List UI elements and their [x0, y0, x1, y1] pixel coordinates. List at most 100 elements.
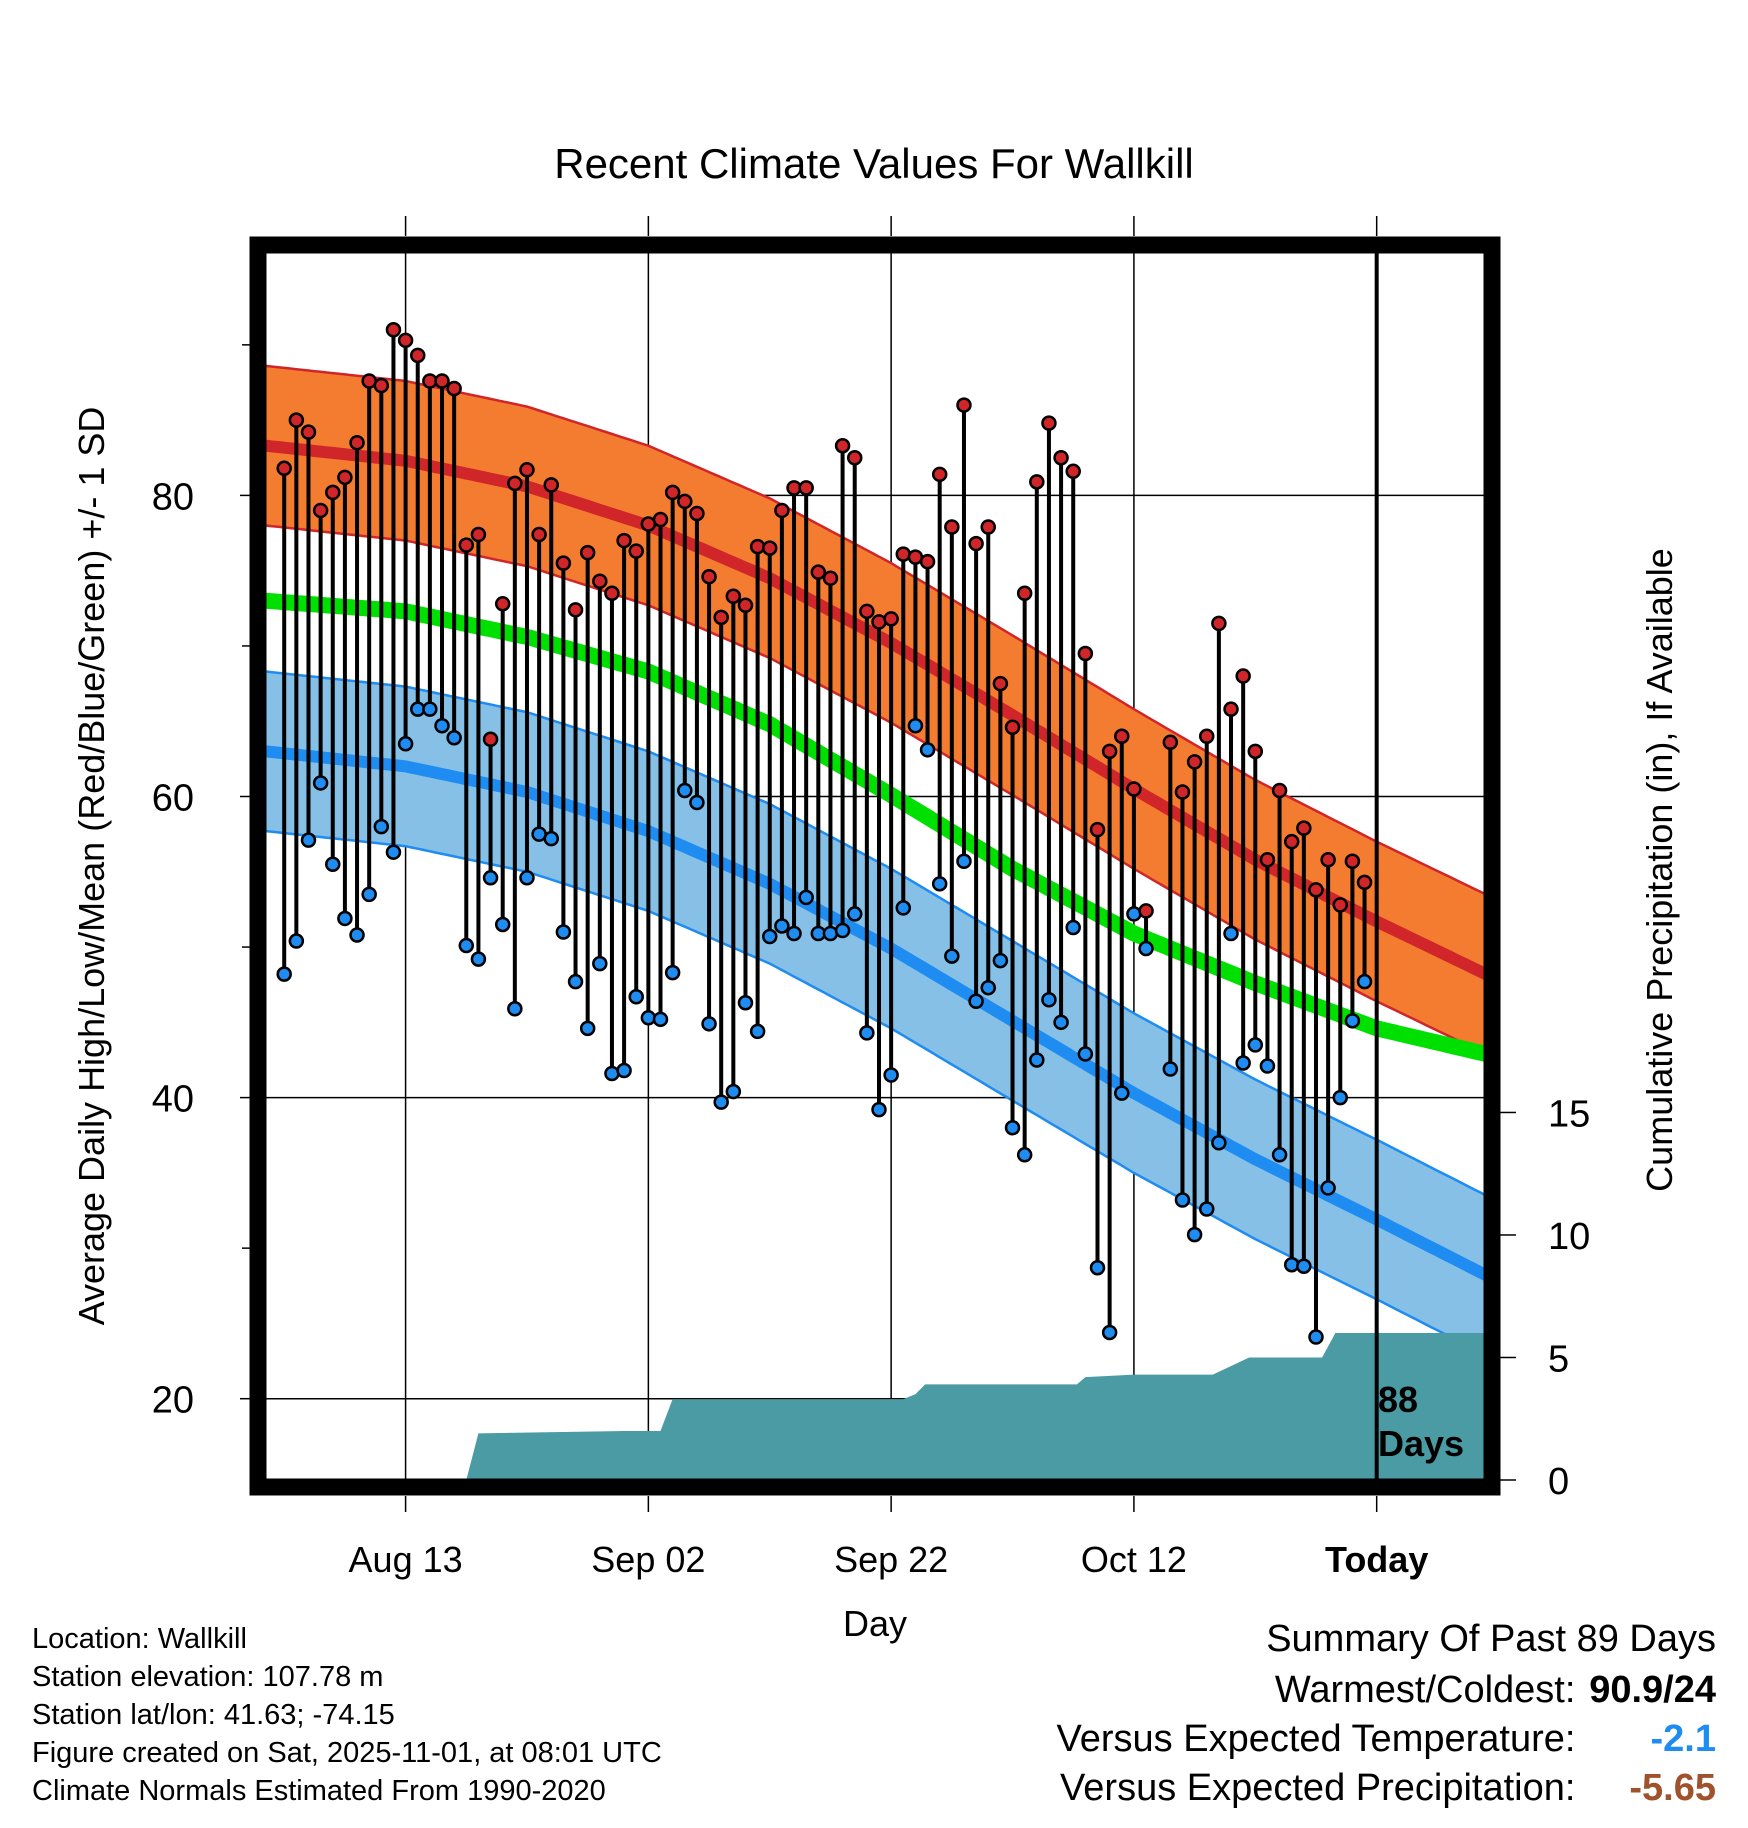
x-tick-label: Oct 12 — [1081, 1539, 1187, 1580]
daily-low-point — [798, 889, 814, 906]
daily-low-point — [846, 906, 863, 922]
daily-low-point — [1308, 1329, 1324, 1345]
daily-low-point — [1065, 919, 1081, 936]
daily-low-point — [1089, 1259, 1106, 1276]
daily-high-point — [458, 537, 475, 553]
daily-high-point — [859, 603, 875, 620]
daily-low-point — [312, 775, 329, 791]
daily-low-point — [1344, 1013, 1361, 1029]
daily-high-point — [1029, 474, 1045, 490]
y-axis-label: Average Daily High/Low/Mean (Red/Blue/Gr… — [71, 407, 112, 1326]
daily-low-point — [907, 717, 924, 734]
daily-high-point — [1186, 754, 1203, 770]
daily-low-point — [1077, 1046, 1094, 1062]
x-axis-label: Day — [843, 1603, 907, 1644]
daily-low-point — [1029, 1052, 1045, 1068]
daily-high-point — [1077, 645, 1094, 662]
daily-high-point — [1223, 701, 1239, 717]
daily-low-point — [1101, 1324, 1118, 1341]
daily-low-point — [1296, 1258, 1312, 1274]
daily-low-point — [762, 928, 778, 945]
daily-low-point — [1198, 1201, 1215, 1217]
today-days-label: Days — [1378, 1423, 1464, 1464]
y2-tick-label: 0 — [1548, 1461, 1569, 1503]
daily-low-point — [749, 1023, 766, 1040]
daily-high-point — [337, 469, 353, 486]
daily-high-point — [567, 602, 584, 618]
daily-high-point — [1114, 728, 1130, 745]
daily-high-point — [798, 480, 814, 496]
daily-high-point — [592, 573, 608, 589]
daily-high-point — [555, 555, 572, 571]
daily-low-point — [677, 782, 693, 799]
daily-low-point — [543, 830, 560, 847]
daily-low-point — [519, 870, 535, 886]
daily-high-point — [446, 380, 462, 397]
daily-high-point — [1308, 882, 1324, 898]
daily-high-point — [883, 611, 899, 627]
daily-high-point — [1065, 463, 1081, 480]
daily-high-point — [1004, 719, 1021, 735]
daily-low-point — [1211, 1135, 1227, 1151]
daily-range-series — [276, 322, 1373, 1345]
daily-low-point — [1004, 1119, 1021, 1136]
daily-high-point — [1016, 585, 1033, 602]
y-tick-label: 80 — [152, 476, 194, 518]
daily-high-point — [1174, 784, 1191, 800]
info-normals: Climate Normals Estimated From 1990-2020 — [32, 1775, 606, 1807]
daily-high-point — [1320, 851, 1336, 868]
daily-high-point — [1162, 734, 1179, 751]
daily-high-point — [701, 568, 717, 585]
daily-high-point — [1344, 853, 1361, 869]
daily-high-point — [677, 493, 693, 510]
daily-low-point — [555, 924, 572, 940]
x-tick-label: Sep 22 — [834, 1539, 948, 1580]
daily-high-point — [604, 585, 620, 602]
daily-low-point — [458, 937, 475, 954]
daily-low-point — [567, 973, 584, 990]
daily-high-point — [664, 484, 681, 501]
daily-high-point — [1271, 782, 1288, 799]
daily-low-point — [1223, 925, 1239, 942]
daily-high-point — [385, 322, 402, 338]
chart-title: Recent Climate Values For Wallkill — [554, 140, 1194, 187]
daily-low-point — [1259, 1058, 1276, 1074]
daily-low-point — [1041, 991, 1057, 1008]
daily-low-point — [944, 948, 960, 964]
daily-high-point — [956, 397, 972, 413]
daily-high-point — [507, 475, 523, 492]
daily-high-point — [312, 502, 329, 519]
y-tick-label: 20 — [152, 1380, 194, 1422]
daily-high-point — [713, 609, 729, 626]
daily-low-point — [834, 922, 851, 939]
daily-high-point — [434, 373, 450, 389]
daily-high-point — [774, 502, 790, 519]
daily-high-point — [919, 553, 936, 570]
daily-low-point — [895, 900, 912, 916]
daily-high-point — [288, 412, 305, 428]
daily-low-point — [1271, 1147, 1288, 1163]
daily-low-point — [980, 979, 996, 996]
daily-low-point — [859, 1025, 875, 1041]
daily-high-point — [737, 597, 754, 614]
precipitation-area — [266, 1333, 1492, 1480]
y2-axis-label: Cumulative Precipitation (in), If Availa… — [1639, 548, 1680, 1192]
daily-high-point — [616, 532, 632, 549]
summary-warmest-row: Warmest/Coldest: 90.9/24 — [1057, 1666, 1716, 1715]
daily-low-point — [1332, 1089, 1349, 1106]
daily-low-point — [701, 1016, 717, 1032]
daily-high-point — [1283, 833, 1300, 850]
daily-low-point — [494, 916, 511, 933]
daily-low-point — [1356, 973, 1373, 990]
info-latlon: Station lat/lon: 41.63; -74.15 — [32, 1699, 395, 1731]
station-info: Location: Wallkill Station elevation: 10… — [32, 1620, 662, 1810]
daily-low-point — [1186, 1226, 1203, 1243]
summary-temp-value: -2.1 — [1650, 1718, 1716, 1760]
daily-high-point — [822, 570, 839, 586]
info-location: Location: Wallkill — [32, 1623, 247, 1655]
daily-low-point — [592, 955, 608, 972]
daily-high-point — [409, 347, 426, 364]
summary-precip-value: -5.65 — [1629, 1767, 1716, 1809]
y2-tick-label: 5 — [1548, 1338, 1569, 1380]
daily-high-point — [1198, 728, 1215, 745]
